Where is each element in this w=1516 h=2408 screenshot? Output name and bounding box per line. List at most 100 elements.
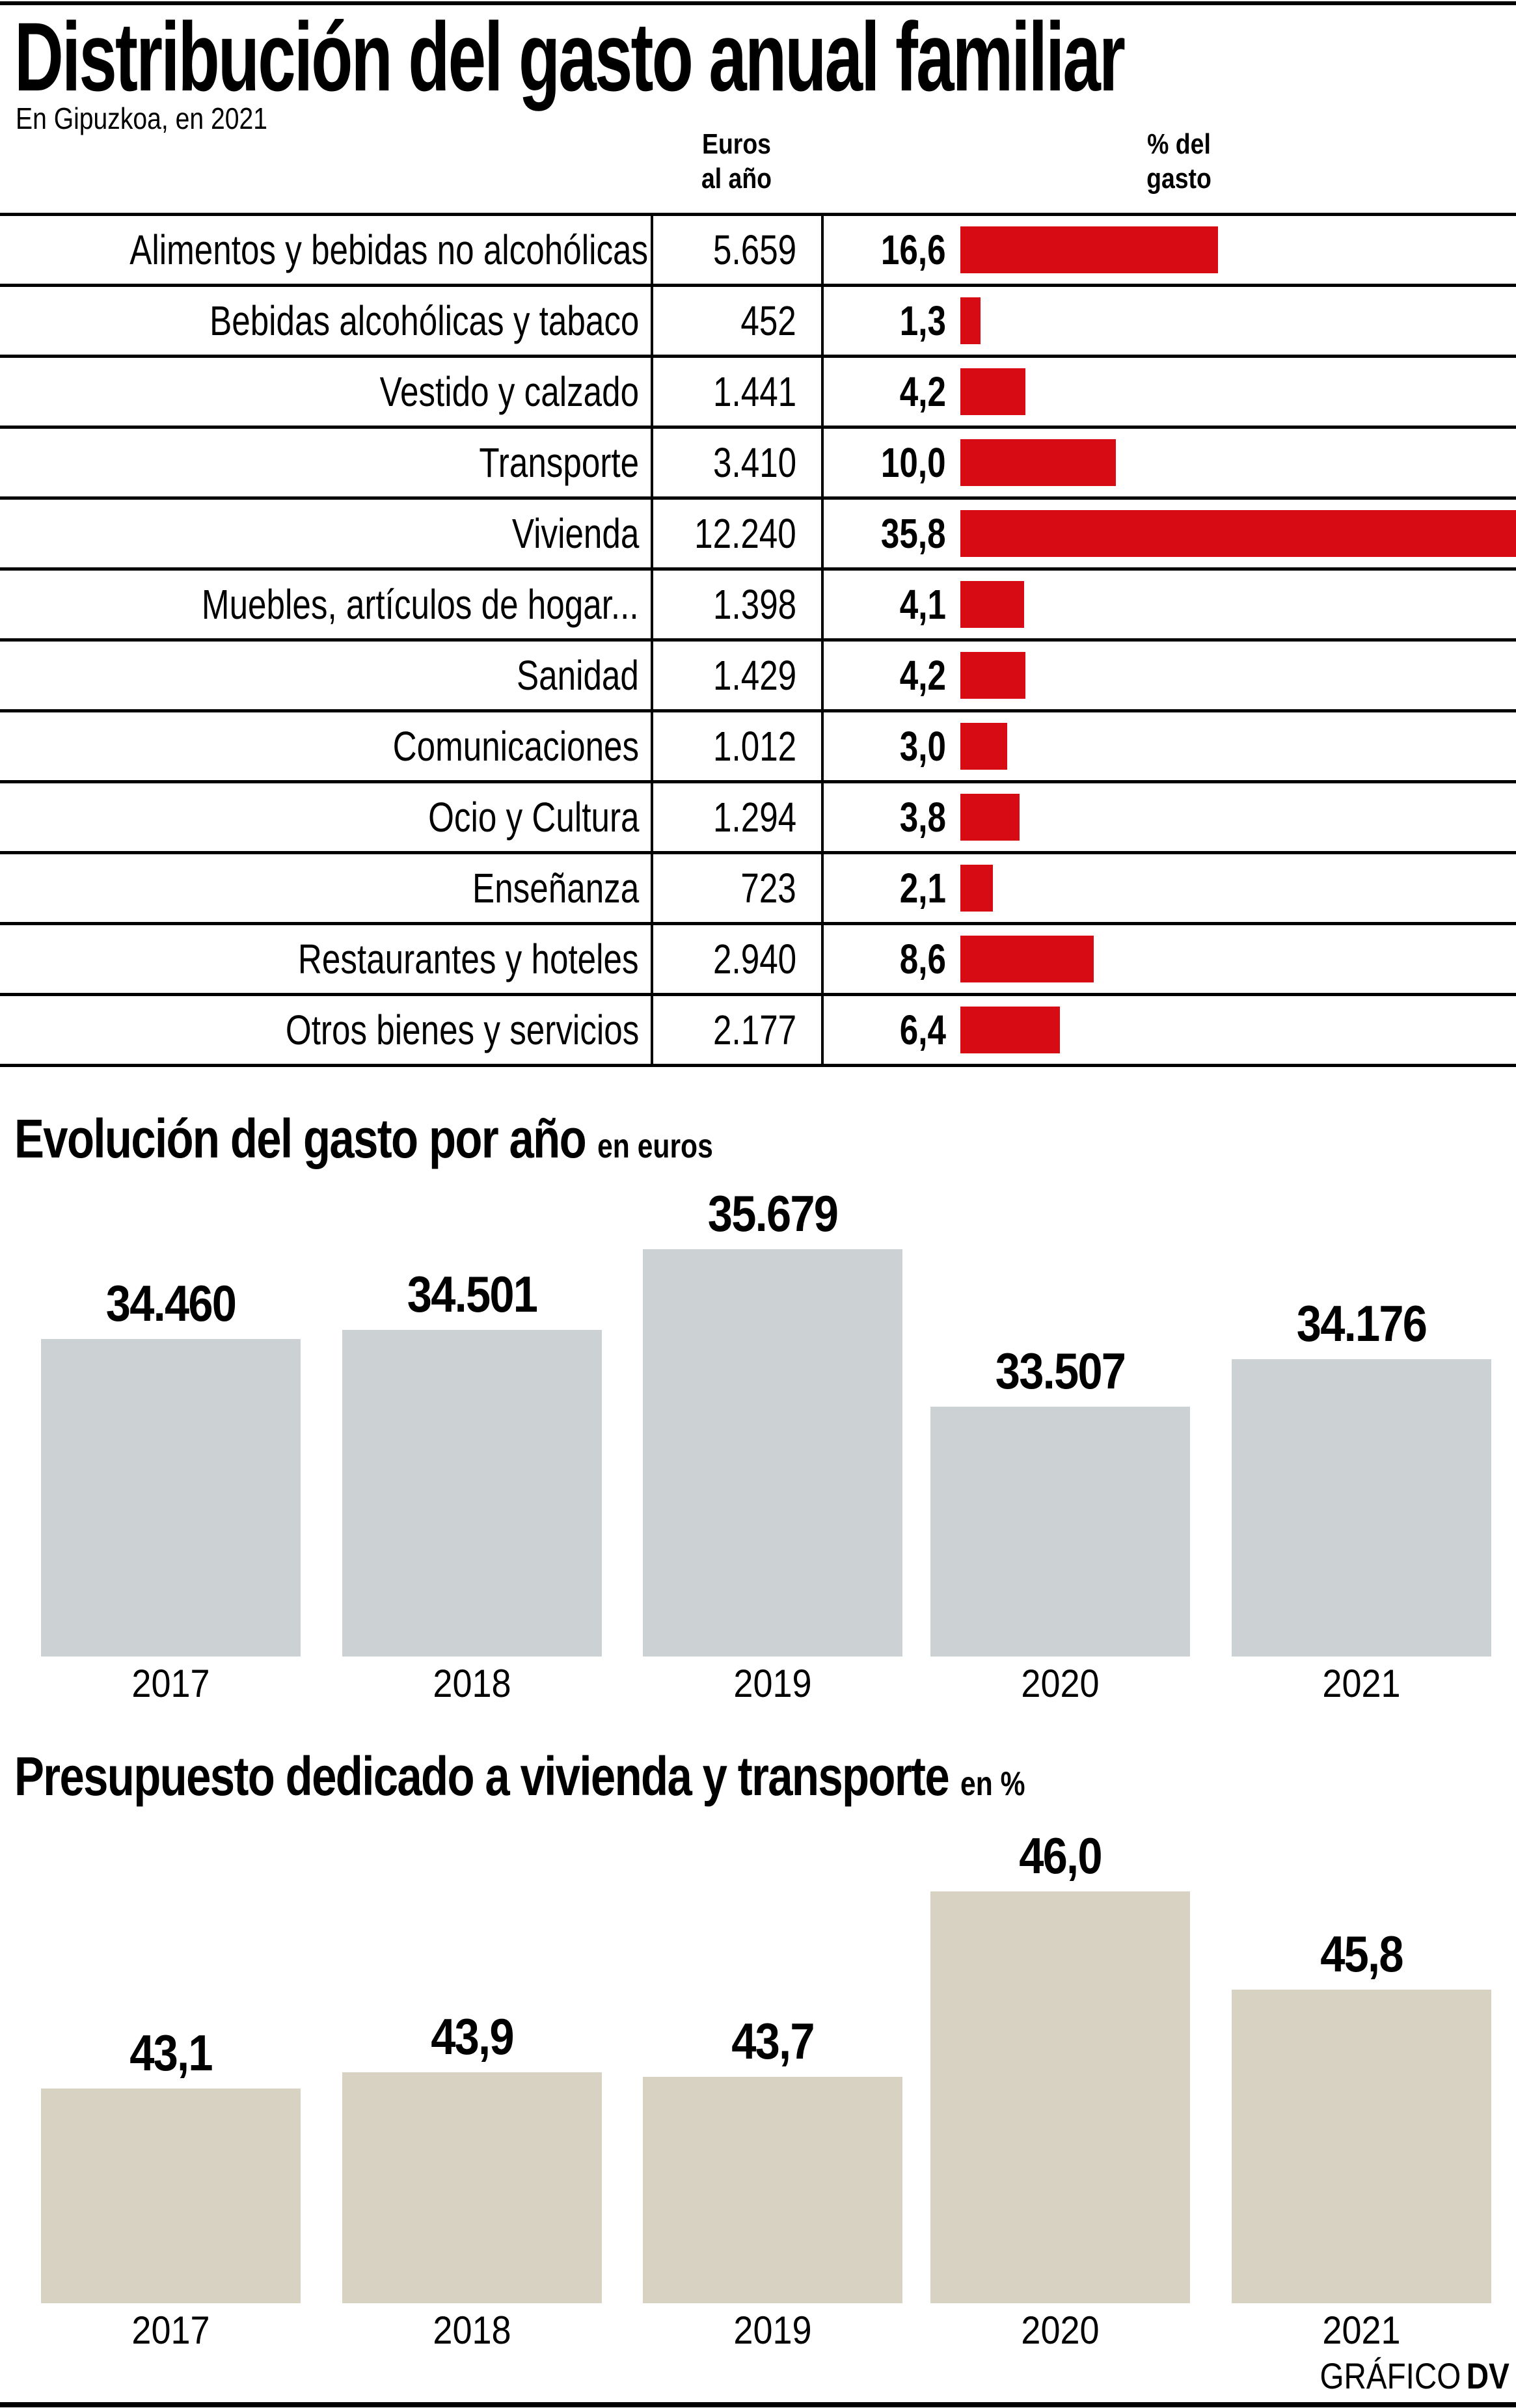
euros-value-text: 2.177	[712, 1007, 796, 1053]
percent-value-text: 6,4	[899, 1007, 946, 1053]
euros-value-text: 1.398	[712, 581, 796, 628]
category-label: Vivienda	[0, 509, 651, 558]
top-rule	[0, 1, 1516, 5]
category-label-text: Ocio y Cultura	[427, 794, 639, 841]
bar-value-label: 45,8	[1320, 1925, 1403, 1982]
euros-value: 1.294	[651, 793, 822, 841]
category-label-text: Alimentos y bebidas no alcohólicas	[129, 226, 649, 273]
chart2-unit-label: en %	[960, 1765, 1025, 1803]
chart-bar	[1232, 1359, 1491, 1657]
table-row: Comunicaciones 1.012 3,0	[0, 712, 1516, 783]
category-label-text: Restaurantes y hoteles	[298, 936, 639, 982]
percent-bar	[960, 368, 1025, 415]
euros-value-text: 723	[740, 865, 796, 912]
category-label-text: Muebles, artículos de hogar...	[202, 581, 639, 628]
euros-value-text: 12.240	[694, 510, 796, 557]
table-row: Sanidad 1.429 4,2	[0, 642, 1516, 712]
year-label: 2020	[1021, 2308, 1100, 2352]
percent-value-text: 4,2	[899, 368, 946, 415]
percent-value: 10,0	[822, 439, 951, 487]
percent-value-text: 35,8	[881, 510, 946, 557]
column-header-percent-line2: gasto	[1146, 162, 1211, 195]
year-label: 2017	[131, 1662, 210, 1705]
chart-bar	[1232, 1990, 1491, 2303]
euros-value-text: 2.940	[712, 936, 796, 982]
bottom-rule	[0, 2402, 1516, 2407]
year-label: 2019	[733, 1662, 812, 1705]
percent-value: 1,3	[822, 297, 951, 345]
table-row: Muebles, artículos de hogar... 1.398 4,1	[0, 571, 1516, 642]
table-row: Restaurantes y hoteles 2.940 8,6	[0, 925, 1516, 996]
category-label: Enseñanza	[0, 864, 651, 912]
category-label: Comunicaciones	[0, 722, 651, 770]
table-divider-1	[651, 213, 653, 1067]
percent-bar	[960, 865, 993, 912]
euros-value-text: 1.294	[712, 794, 796, 841]
euros-value-text: 1.012	[712, 723, 796, 770]
percent-value: 2,1	[822, 864, 951, 912]
category-label: Muebles, artículos de hogar...	[0, 580, 651, 629]
year-label: 2019	[733, 2308, 812, 2352]
percent-bar	[960, 794, 1020, 841]
category-label: Vestido y calzado	[0, 368, 651, 416]
category-label-text: Enseñanza	[472, 865, 639, 912]
percent-value-text: 1,3	[899, 297, 946, 344]
euros-value: 1.429	[651, 651, 822, 699]
euros-value: 1.012	[651, 722, 822, 770]
percent-value: 35,8	[822, 509, 951, 558]
chart-bar	[643, 1249, 902, 1657]
column-header-percent-line1: % del	[1147, 128, 1211, 160]
table-row: Bebidas alcohólicas y tabaco 452 1,3	[0, 287, 1516, 358]
euros-value: 2.177	[651, 1006, 822, 1054]
chart1-title-block: Evolución del gasto por año en euros	[14, 1107, 713, 1170]
percent-bar-cell	[951, 571, 1516, 638]
percent-bar-cell	[951, 712, 1516, 780]
percent-bar-cell	[951, 783, 1516, 851]
page-title: Distribución del gasto anual familiar	[14, 2, 1126, 111]
year-label: 2020	[1021, 1662, 1100, 1705]
euros-value: 12.240	[651, 509, 822, 558]
table-row: Vivienda 12.240 35,8	[0, 500, 1516, 571]
percent-bar	[960, 226, 1218, 273]
category-label: Transporte	[0, 439, 651, 487]
percent-value: 4,2	[822, 651, 951, 699]
euros-value: 723	[651, 864, 822, 912]
percent-value-text: 8,6	[899, 936, 946, 982]
percent-value: 8,6	[822, 935, 951, 983]
page-subtitle: En Gipuzkoa, en 2021	[16, 101, 267, 135]
percent-bar	[960, 723, 1007, 770]
credit-dv-logo: DV	[1466, 2355, 1509, 2396]
bar-value-label: 34.501	[407, 1265, 538, 1323]
chart1-title: Evolución del gasto por año	[14, 1108, 587, 1169]
chart-bar	[643, 2077, 902, 2303]
category-label: Bebidas alcohólicas y tabaco	[0, 297, 651, 345]
expense-table: Alimentos y bebidas no alcohólicas 5.659 1…	[0, 213, 1516, 1067]
housing-transport-budget-chart: 43,1 2017 43,9 2018 43,7 2019 46,0 2020 45,8 2021	[0, 1830, 1516, 2350]
column-header-euros-line2: al año	[701, 162, 772, 195]
percent-bar-cell	[951, 358, 1516, 426]
column-header-euros-line1: Euros	[701, 128, 771, 160]
credit: GRÁFICO DV	[1320, 2358, 1509, 2394]
year-label: 2018	[433, 2308, 511, 2352]
euros-value-text: 452	[740, 297, 796, 344]
table-row: Enseñanza 723 2,1	[0, 854, 1516, 925]
table-row: Otros bienes y servicios 2.177 6,4	[0, 996, 1516, 1067]
year-label: 2021	[1322, 1662, 1401, 1705]
spending-evolution-chart: 34.460 2017 34.501 2018 35.679 2019 33.507 2020…	[0, 1185, 1516, 1703]
bar-value-label: 35.679	[707, 1185, 839, 1242]
percent-bar-cell	[951, 642, 1516, 709]
euros-value: 5.659	[651, 226, 822, 274]
euros-value-text: 3.410	[712, 439, 796, 486]
percent-value: 16,6	[822, 226, 951, 274]
year-label: 2021	[1322, 2308, 1401, 2352]
table-row: Transporte 3.410 10,0	[0, 429, 1516, 500]
category-label-text: Sanidad	[517, 652, 639, 699]
percent-bar	[960, 510, 1516, 557]
percent-bar	[960, 652, 1025, 699]
table-row: Ocio y Cultura 1.294 3,8	[0, 783, 1516, 854]
percent-bar-cell	[951, 996, 1516, 1064]
chart2-title-block: Presupuesto dedicado a vivienda y transp…	[14, 1745, 1025, 1808]
category-label: Alimentos y bebidas no alcohólicas	[0, 226, 651, 274]
percent-value-text: 10,0	[881, 439, 946, 486]
category-label-text: Vivienda	[511, 510, 639, 557]
